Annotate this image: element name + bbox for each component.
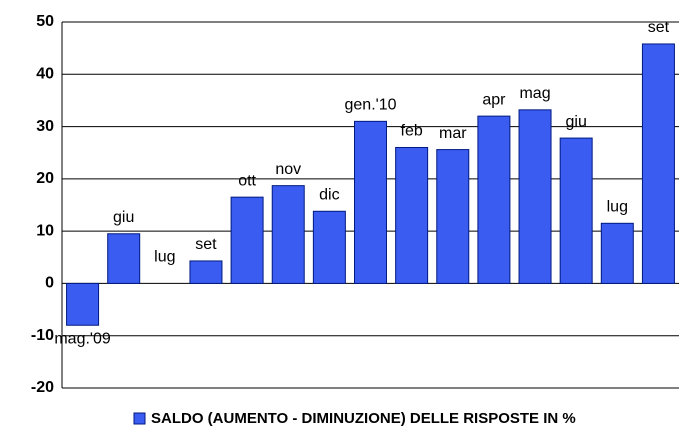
bar <box>559 137 593 284</box>
y-tick-label: -10 <box>31 327 54 344</box>
category-label: gen.'10 <box>345 97 397 114</box>
category-label: dic <box>319 186 339 203</box>
category-label: lug <box>607 199 628 216</box>
bar <box>66 282 100 326</box>
category-label: feb <box>401 123 423 140</box>
category-label: mar <box>439 125 467 142</box>
category-label: giu <box>113 209 134 226</box>
bar <box>641 43 675 284</box>
legend-label: SALDO (AUMENTO - DIMINUZIONE) DELLE RISP… <box>151 410 576 427</box>
category-label: mag.'09 <box>54 330 111 347</box>
bar <box>107 233 141 284</box>
bar <box>230 196 264 284</box>
category-label: giu <box>565 113 586 130</box>
bar <box>395 146 429 284</box>
category-label: ott <box>238 172 256 189</box>
y-tick-label: -20 <box>31 379 54 396</box>
category-label: lug <box>154 249 175 266</box>
y-tick-label: 20 <box>36 170 54 187</box>
bar <box>518 109 552 284</box>
bar <box>436 149 470 284</box>
y-tick-label: 10 <box>36 222 54 239</box>
legend-swatch <box>133 412 146 425</box>
y-tick-label: 40 <box>36 66 54 83</box>
bar <box>354 120 387 284</box>
y-tick-label: 30 <box>36 118 54 135</box>
bar <box>477 115 511 284</box>
y-tick-label: 0 <box>45 275 54 292</box>
bar <box>271 185 305 284</box>
bar <box>189 260 223 284</box>
category-label: set <box>195 236 217 253</box>
category-label: nov <box>275 161 301 178</box>
category-label: set <box>648 19 670 36</box>
category-label: apr <box>482 91 506 108</box>
bar <box>600 222 634 284</box>
y-tick-label: 50 <box>36 13 54 30</box>
category-label: mag <box>519 85 550 102</box>
bar <box>312 210 346 284</box>
